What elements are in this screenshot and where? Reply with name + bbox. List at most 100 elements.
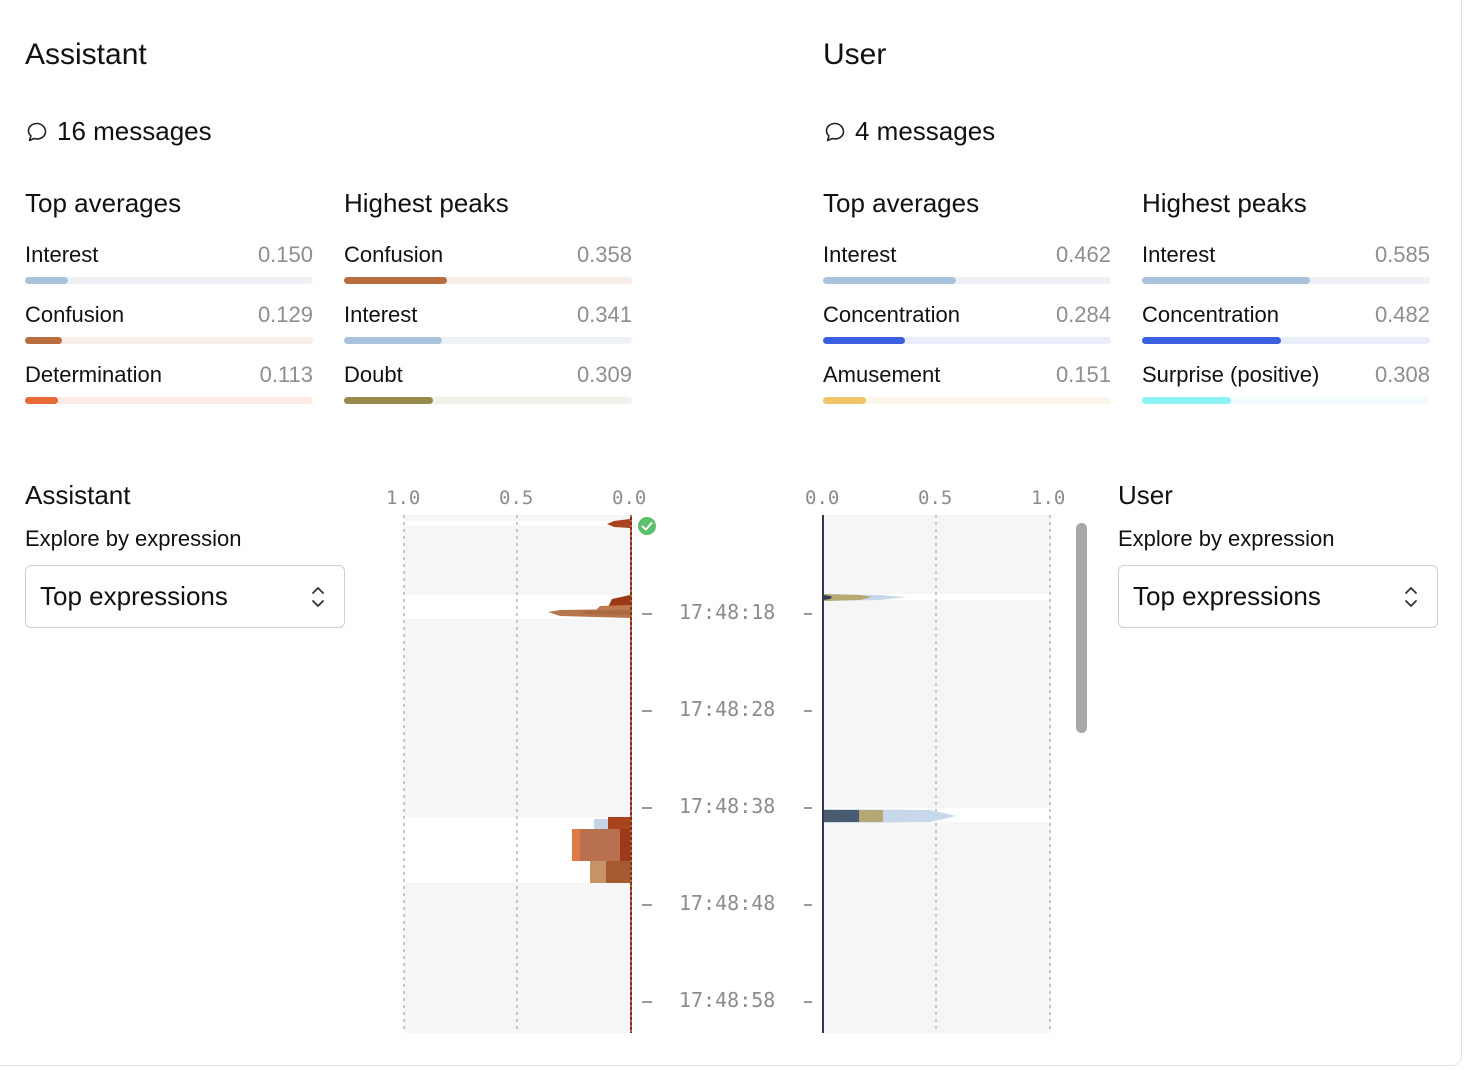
- expression-score: 0.585: [1374, 242, 1430, 267]
- expression-score: 0.151: [1055, 362, 1111, 387]
- score-bar-fill: [1142, 277, 1311, 284]
- expression-name: Concentration: [1142, 302, 1279, 327]
- expression-mark: [607, 519, 630, 528]
- assistant-highest-peaks-heading: Highest peaks: [344, 188, 509, 218]
- expression-name: Interest: [344, 302, 418, 327]
- expression-metric: Interest 0.462: [823, 242, 1111, 290]
- expression-score: 0.341: [576, 302, 632, 327]
- expression-metric: Determination 0.113: [25, 362, 313, 410]
- assistant-title: Assistant: [25, 38, 147, 71]
- expression-score: 0.309: [576, 362, 632, 387]
- expression-score: 0.462: [1055, 242, 1111, 267]
- time-tick: [804, 710, 812, 712]
- time-tick: [642, 613, 652, 615]
- score-bar-fill: [344, 337, 443, 344]
- time-label: 17:48:38: [679, 794, 776, 818]
- expression-mark: [620, 829, 630, 861]
- expression-score: 0.113: [259, 362, 313, 387]
- chevron-up-down-icon: [312, 587, 324, 607]
- assistant-select-value: Top expressions: [40, 581, 228, 611]
- expression-metric: Interest 0.150: [25, 242, 313, 290]
- time-label: 17:48:28: [679, 697, 776, 721]
- time-tick: [642, 710, 652, 712]
- score-bar-fill: [25, 277, 69, 284]
- score-bar-track: [823, 277, 1111, 284]
- time-tick: [642, 1001, 652, 1003]
- assistant-top-averages-heading: Top averages: [25, 188, 182, 218]
- score-bar-fill: [1142, 397, 1231, 404]
- time-tick: [804, 807, 812, 809]
- assistant-message-count-text: 16 messages: [57, 116, 212, 146]
- time-tick: [804, 904, 812, 906]
- expression-name: Confusion: [344, 242, 444, 267]
- time-label: 17:48:58: [679, 988, 776, 1012]
- user-title: User: [823, 38, 887, 71]
- expression-name: Confusion: [25, 302, 125, 327]
- expression-metric: Surprise (positive) 0.308: [1142, 362, 1430, 410]
- user-select-value: Top expressions: [1133, 581, 1321, 611]
- expression-mark: [823, 594, 872, 601]
- expression-score: 0.482: [1374, 302, 1430, 327]
- assistant-timeline-background: [404, 515, 632, 1033]
- score-bar-fill: [823, 397, 867, 404]
- score-bar-fill: [344, 397, 433, 404]
- expression-mark: [582, 610, 630, 615]
- time-tick: [804, 1001, 812, 1003]
- assistant-axis-label: 0.0: [612, 487, 647, 509]
- assistant-axis-label: 1.0: [386, 487, 421, 509]
- time-label: 17:48:48: [679, 891, 776, 915]
- score-bar-track: [823, 337, 1111, 344]
- user-expression-select[interactable]: Top expressions: [1118, 565, 1438, 628]
- message-band: [404, 521, 632, 526]
- expression-mark: [606, 861, 630, 883]
- score-bar-track: [1142, 397, 1430, 404]
- expression-mark: [608, 817, 630, 829]
- score-bar-track: [25, 337, 313, 344]
- expression-metric: Amusement 0.151: [823, 362, 1111, 410]
- user-top-averages-heading: Top averages: [823, 188, 980, 218]
- user-expression-timeline[interactable]: [820, 515, 1055, 1035]
- score-bar-fill: [25, 397, 58, 404]
- assistant-explore-title: Assistant: [25, 480, 131, 510]
- timeline-scrollbar[interactable]: [1076, 523, 1087, 733]
- user-explore-label: Explore by expression: [1118, 526, 1335, 551]
- score-bar-fill: [25, 337, 63, 344]
- chevron-up-down-icon: [1405, 587, 1417, 607]
- assistant-message-count: 16 messages: [25, 116, 212, 147]
- score-bar-track: [823, 397, 1111, 404]
- score-bar-fill: [344, 277, 448, 284]
- expression-name: Concentration: [823, 302, 960, 327]
- expression-metric: Confusion 0.358: [344, 242, 632, 290]
- check-icon: [641, 522, 653, 531]
- expression-name: Interest: [823, 242, 897, 267]
- expression-score: 0.284: [1055, 302, 1111, 327]
- score-bar-fill: [823, 337, 905, 344]
- chat-bubble-icon: [825, 122, 845, 141]
- expression-metric: Concentration 0.482: [1142, 302, 1430, 350]
- score-bar-track: [1142, 337, 1430, 344]
- expression-mark: [580, 829, 620, 861]
- assistant-expression-timeline[interactable]: [400, 515, 662, 1035]
- user-axis-label: 0.0: [805, 487, 840, 509]
- expression-mark: [823, 810, 859, 822]
- assistant-expression-select[interactable]: Top expressions: [25, 565, 345, 628]
- time-tick: [804, 613, 812, 615]
- expression-name: Surprise (positive): [1142, 362, 1320, 387]
- time-label: 17:48:18: [679, 600, 776, 624]
- score-bar-fill: [823, 277, 957, 284]
- user-axis-label: 0.5: [918, 487, 953, 509]
- check-circle-icon: [638, 517, 656, 535]
- user-explore-title: User: [1118, 480, 1173, 510]
- chat-bubble-icon: [27, 122, 47, 141]
- assistant-explore-label: Explore by expression: [25, 526, 242, 551]
- expression-name: Doubt: [344, 362, 403, 387]
- expression-name: Determination: [25, 362, 162, 387]
- expression-metric: Confusion 0.129: [25, 302, 313, 350]
- score-bar-track: [344, 277, 632, 284]
- expression-metric: Doubt 0.309: [344, 362, 632, 410]
- score-bar-track: [1142, 277, 1430, 284]
- score-bar-track: [25, 277, 313, 284]
- score-bar-fill: [1142, 337, 1281, 344]
- assistant-axis-label: 0.5: [499, 487, 534, 509]
- expression-name: Amusement: [823, 362, 941, 387]
